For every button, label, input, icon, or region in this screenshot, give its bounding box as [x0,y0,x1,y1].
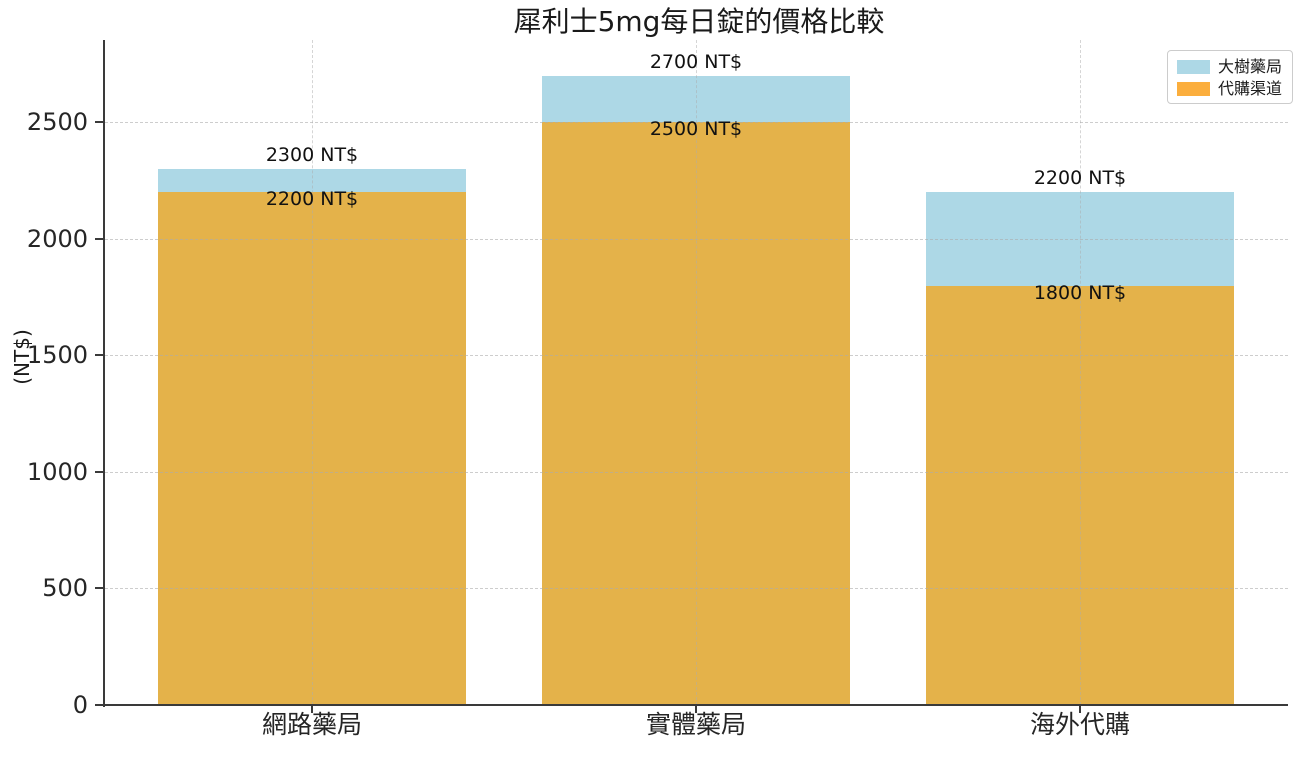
legend-label-代購渠道: 代購渠道 [1218,79,1283,98]
y-tick-mark-0 [95,704,103,706]
y-tick-label-500: 500 [42,574,88,603]
x-tick-label-實體藥局: 實體藥局 [645,710,746,739]
legend-item-代購渠道: 代購渠道 [1177,80,1283,97]
y-tick-mark-2500 [95,121,103,124]
y-tick-label-2000: 2000 [26,224,88,253]
legend: 大樹藥局 代購渠道 [1167,50,1293,104]
y-tick-label-0: 0 [72,691,88,719]
y-tick-label-1500: 1500 [26,341,88,370]
grid-line-v-網路藥局 [312,40,313,705]
axis-left-spine [103,40,105,707]
axis-bottom-spine [103,704,1288,706]
y-tick-mark-2000 [95,237,103,240]
y-tick-label-1000: 1000 [26,457,88,486]
bar-value-label-大樹藥局-實體藥局: 2700 NT$ [649,50,743,73]
x-tick-label-海外代購: 海外代購 [1029,710,1130,739]
x-tick-mark-海外代購 [1079,706,1081,713]
legend-swatch-大樹藥局 [1177,59,1210,74]
x-tick-mark-網路藥局 [311,706,313,713]
grid-line-v-實體藥局 [696,40,697,705]
bar-value-label-代購渠道-海外代購: 1800 NT$ [1033,281,1127,304]
y-tick-mark-1000 [95,470,103,473]
bar-value-label-代購渠道-實體藥局: 2500 NT$ [649,118,743,141]
legend-label-大樹藥局: 大樹藥局 [1218,57,1283,76]
chart-title: 犀利士5mg每日錠的價格比較 [513,5,885,38]
x-tick-label-網路藥局: 網路藥局 [261,710,362,739]
y-tick-label-2500: 2500 [26,108,88,137]
legend-item-大樹藥局: 大樹藥局 [1177,58,1283,75]
legend-swatch-代購渠道 [1177,81,1210,96]
bar-value-label-代購渠道-網路藥局: 2200 NT$ [265,188,359,211]
y-tick-mark-500 [95,587,103,590]
y-tick-mark-1500 [95,354,103,357]
bar-value-label-大樹藥局-網路藥局: 2300 NT$ [265,144,359,167]
bar-value-label-大樹藥局-海外代購: 2200 NT$ [1033,167,1127,190]
x-tick-mark-實體藥局 [695,706,697,713]
grid-line-v-海外代購 [1080,40,1081,705]
